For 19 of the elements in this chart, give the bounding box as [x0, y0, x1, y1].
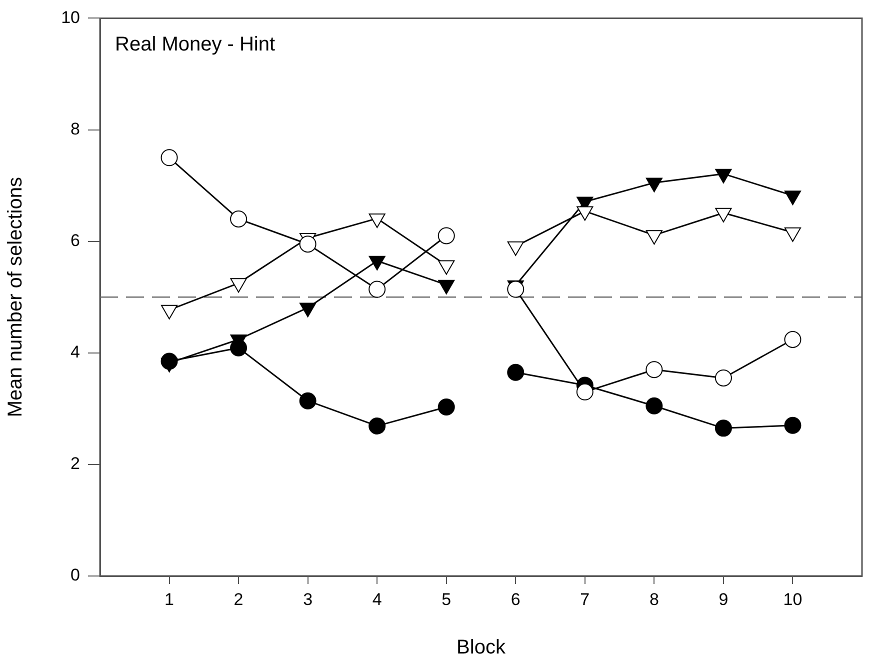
y-tick-label: 4: [70, 342, 80, 362]
annotation: Real Money - Hint: [115, 34, 276, 56]
x-tick-label: 2: [234, 590, 244, 609]
x-tick-label: 7: [580, 590, 590, 609]
y-tick-label: 6: [70, 231, 80, 250]
x-tick-label: 5: [442, 590, 452, 609]
y-tick-label: 8: [70, 119, 80, 138]
x-tick-label: 10: [783, 590, 802, 609]
x-tick-label: 1: [164, 590, 174, 609]
x-axis-title: Block: [456, 636, 506, 659]
x-tick-label: 4: [372, 590, 382, 609]
x-tick-label: 8: [649, 590, 659, 609]
x-tick-label: 6: [510, 590, 520, 609]
y-tick-label: 0: [70, 566, 80, 585]
y-axis-title: Mean number of selections: [4, 177, 27, 418]
y-tick-label: 2: [70, 454, 80, 474]
y-tick-label: 10: [61, 8, 80, 27]
x-tick-label: 9: [718, 590, 728, 609]
x-tick-label: 3: [303, 590, 313, 609]
